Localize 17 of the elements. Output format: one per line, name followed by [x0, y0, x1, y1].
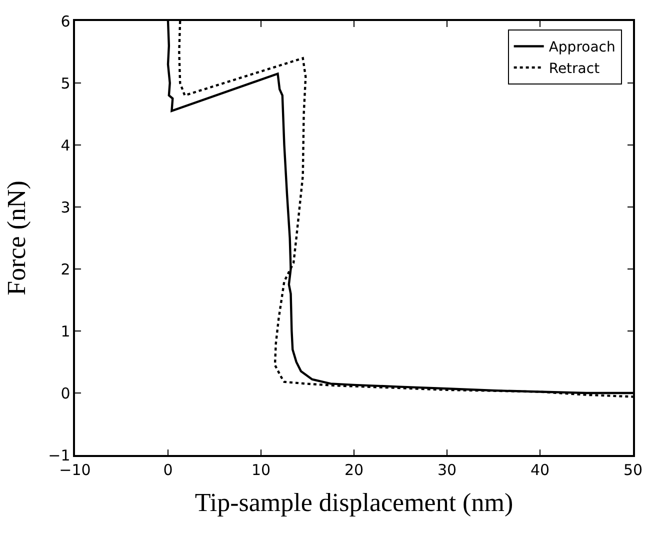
y-tick-label: 1: [60, 322, 70, 340]
y-tick-label: 5: [60, 74, 70, 92]
x-tick-label: 40: [530, 460, 550, 479]
y-tick-label: 0: [60, 384, 70, 402]
x-tick-label: 50: [623, 460, 643, 479]
y-tick-label: 3: [60, 198, 70, 216]
x-tick-label: 10: [251, 460, 271, 479]
y-tick-label: 4: [60, 136, 70, 154]
y-tick-label: 6: [60, 12, 70, 30]
x-tick-label: 30: [437, 460, 457, 479]
x-tick-label: 20: [344, 460, 364, 479]
legend-label: Approach: [548, 40, 616, 56]
x-axis-title: Tip-sample displacement (nm): [194, 488, 514, 517]
legend-label: Retract: [548, 60, 600, 77]
y-axis-title: Force (nN): [2, 180, 32, 296]
y-tick-label: 2: [60, 260, 70, 278]
x-tick-label: 0: [163, 460, 173, 479]
